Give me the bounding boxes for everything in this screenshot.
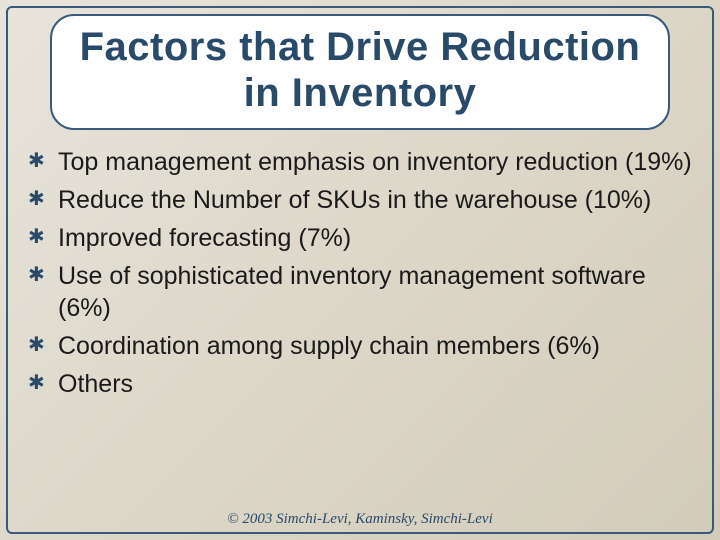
asterisk-icon: ✱: [28, 374, 46, 392]
bullet-text: Coordination among supply chain members …: [58, 332, 600, 360]
bullet-text: Reduce the Number of SKUs in the warehou…: [58, 186, 651, 214]
asterisk-icon: ✱: [28, 336, 46, 354]
list-item: ✱ Use of sophisticated inventory managem…: [24, 260, 696, 324]
list-item: ✱ Improved forecasting (7%): [24, 222, 696, 254]
list-item: ✱ Reduce the Number of SKUs in the wareh…: [24, 184, 696, 216]
content-area: ✱ Top management emphasis on inventory r…: [24, 146, 696, 406]
list-item: ✱ Top management emphasis on inventory r…: [24, 146, 696, 178]
asterisk-icon: ✱: [28, 228, 46, 246]
asterisk-icon: ✱: [28, 152, 46, 170]
bullet-text: Improved forecasting (7%): [58, 224, 351, 252]
list-item: ✱ Others: [24, 368, 696, 400]
bullet-text: Use of sophisticated inventory managemen…: [58, 262, 646, 322]
asterisk-icon: ✱: [28, 266, 46, 284]
title-box: Factors that Drive Reduction in Inventor…: [50, 14, 670, 130]
asterisk-icon: ✱: [28, 190, 46, 208]
list-item: ✱ Coordination among supply chain member…: [24, 330, 696, 362]
bullet-text: Top management emphasis on inventory red…: [58, 148, 692, 176]
slide-title: Factors that Drive Reduction in Inventor…: [72, 24, 648, 116]
footer-copyright: © 2003 Simchi-Levi, Kaminsky, Simchi-Lev…: [0, 511, 720, 528]
bullet-text: Others: [58, 370, 133, 398]
slide-container: Factors that Drive Reduction in Inventor…: [0, 0, 720, 540]
bullet-list: ✱ Top management emphasis on inventory r…: [24, 146, 696, 400]
